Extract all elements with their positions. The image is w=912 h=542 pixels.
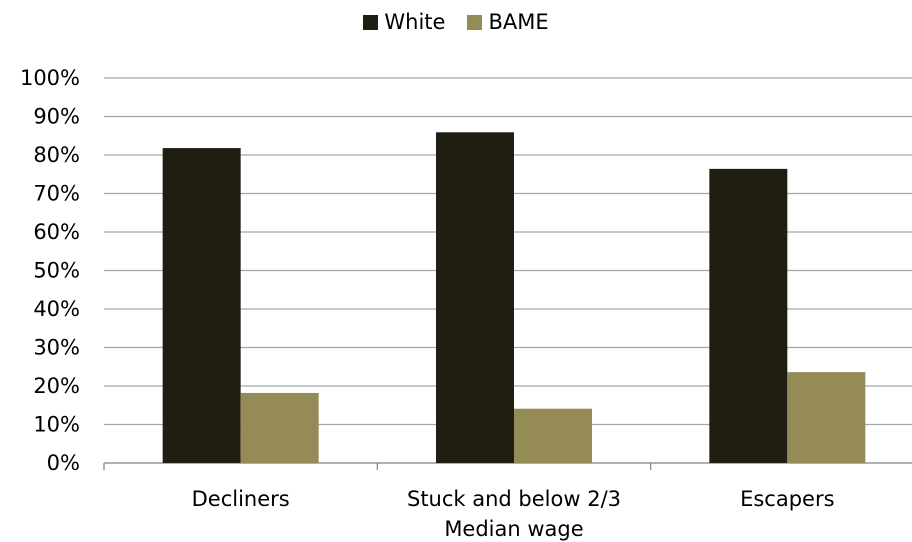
bar-white-0 <box>162 148 241 463</box>
y-tick-label: 100% <box>20 66 80 90</box>
chart-legend: White BAME <box>0 10 912 34</box>
bar-white-1 <box>436 132 514 463</box>
x-category-label: Median wage <box>444 517 583 541</box>
y-tick-label: 50% <box>33 259 80 283</box>
legend-swatch-white <box>363 14 379 30</box>
y-tick-label: 60% <box>33 220 80 244</box>
x-category-label: Stuck and below 2/3 <box>407 487 621 511</box>
legend-label-white: White <box>384 10 446 34</box>
y-tick-label: 10% <box>33 413 80 437</box>
legend-item-white: White <box>363 10 445 34</box>
legend-item-bame: BAME <box>467 10 549 34</box>
bar-bame-1 <box>514 408 592 463</box>
y-tick-label: 40% <box>33 297 80 321</box>
y-tick-label: 70% <box>33 182 80 206</box>
y-tick-label: 0% <box>47 451 80 475</box>
y-tick-label: 20% <box>33 374 80 398</box>
y-tick-label: 80% <box>33 143 80 167</box>
bar-white-2 <box>709 168 788 464</box>
bar-bame-0 <box>240 392 319 463</box>
legend-label-bame: BAME <box>488 10 549 34</box>
legend-swatch-bame <box>467 14 483 30</box>
y-tick-label: 30% <box>33 336 80 360</box>
y-tick-label: 90% <box>33 105 80 129</box>
bar-bame-2 <box>787 372 866 463</box>
x-category-label: Escapers <box>740 487 834 511</box>
x-category-label: Decliners <box>192 487 290 511</box>
